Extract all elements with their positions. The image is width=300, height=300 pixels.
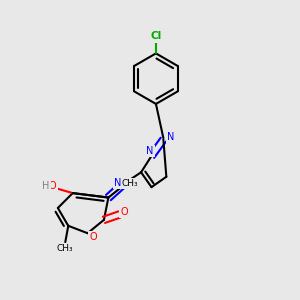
Text: CH₃: CH₃ [57, 244, 74, 253]
Text: O: O [89, 232, 97, 242]
Text: N: N [146, 146, 154, 156]
Text: Cl: Cl [150, 32, 162, 41]
Text: CH₃: CH₃ [122, 179, 138, 188]
Text: N: N [114, 178, 122, 188]
Text: O: O [120, 207, 128, 217]
Text: H: H [42, 181, 50, 191]
Text: N: N [167, 132, 175, 142]
Text: O: O [49, 181, 57, 191]
